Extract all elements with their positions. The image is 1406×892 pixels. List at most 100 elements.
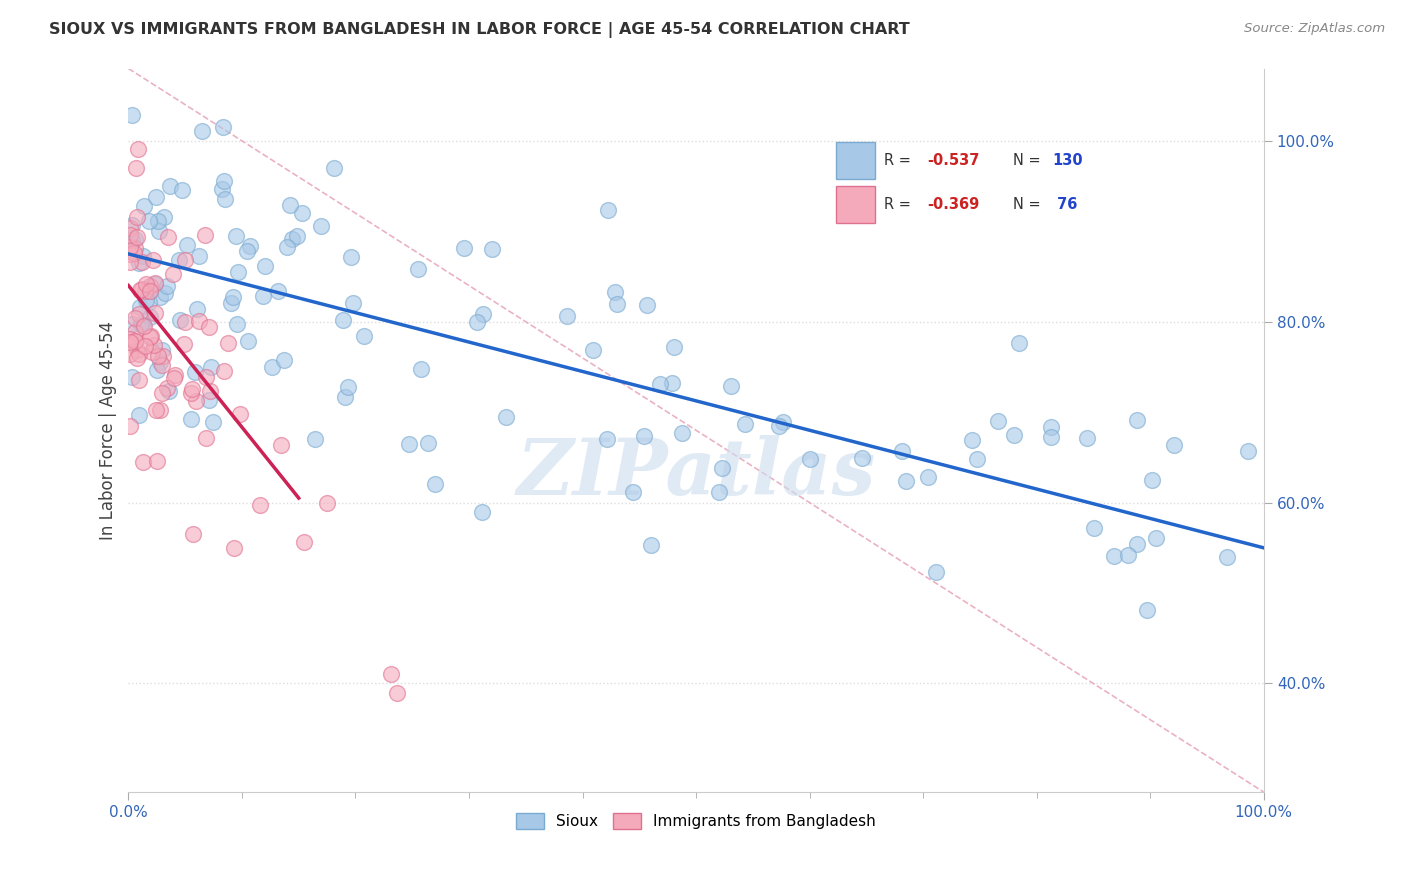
Point bbox=[194, 227, 217, 242]
Point bbox=[128, 373, 150, 387]
Point bbox=[465, 315, 488, 329]
Point bbox=[152, 210, 174, 224]
Point bbox=[165, 368, 187, 382]
Point bbox=[148, 224, 170, 238]
Point bbox=[149, 403, 172, 417]
Point bbox=[195, 431, 218, 445]
Point bbox=[285, 228, 308, 243]
Point bbox=[225, 229, 247, 244]
Point bbox=[143, 277, 166, 292]
Point bbox=[309, 219, 332, 233]
Point bbox=[316, 496, 339, 510]
Point bbox=[149, 355, 172, 369]
Point bbox=[211, 120, 233, 134]
Point bbox=[128, 307, 150, 321]
Point bbox=[186, 301, 208, 316]
Point bbox=[131, 254, 153, 268]
Point bbox=[149, 290, 172, 304]
Point bbox=[118, 240, 141, 254]
Point bbox=[159, 179, 181, 194]
Point bbox=[162, 267, 184, 281]
Point bbox=[1140, 473, 1163, 487]
Point bbox=[181, 526, 204, 541]
Point bbox=[197, 392, 219, 407]
Point bbox=[174, 253, 197, 268]
Point bbox=[1163, 438, 1185, 452]
Point bbox=[200, 359, 222, 374]
Point bbox=[191, 124, 214, 138]
Point bbox=[1083, 521, 1105, 535]
Point bbox=[276, 240, 298, 254]
Point bbox=[262, 359, 284, 374]
Point bbox=[129, 317, 152, 331]
Point bbox=[163, 371, 186, 385]
Point bbox=[380, 667, 402, 681]
Point bbox=[129, 300, 152, 314]
Point bbox=[342, 295, 364, 310]
Point bbox=[495, 410, 517, 425]
Point bbox=[219, 296, 242, 310]
Point bbox=[214, 192, 236, 206]
Point bbox=[138, 213, 160, 227]
Point bbox=[1136, 603, 1159, 617]
Point bbox=[253, 259, 276, 273]
Point bbox=[121, 369, 143, 384]
Point bbox=[896, 474, 918, 488]
Text: 76: 76 bbox=[1052, 197, 1077, 212]
Point bbox=[145, 454, 167, 468]
Point bbox=[121, 317, 143, 331]
Point bbox=[139, 329, 162, 343]
Point bbox=[121, 108, 143, 122]
Point bbox=[406, 262, 429, 277]
Point bbox=[661, 376, 683, 390]
Point bbox=[145, 403, 167, 417]
Point bbox=[966, 452, 988, 467]
Point bbox=[217, 336, 239, 351]
Point bbox=[124, 231, 146, 245]
Point bbox=[139, 279, 162, 293]
Point bbox=[141, 345, 163, 359]
Point bbox=[222, 290, 245, 304]
Point bbox=[222, 541, 245, 555]
Point bbox=[167, 252, 190, 267]
FancyBboxPatch shape bbox=[835, 186, 876, 223]
Point bbox=[621, 485, 644, 500]
Point bbox=[662, 340, 685, 354]
Point bbox=[184, 394, 207, 409]
Point bbox=[121, 219, 143, 233]
Point bbox=[159, 384, 181, 399]
Point bbox=[150, 386, 173, 401]
Point bbox=[188, 314, 211, 328]
Point bbox=[226, 318, 249, 332]
Point bbox=[125, 161, 148, 176]
Point bbox=[229, 407, 252, 421]
Point bbox=[605, 285, 627, 299]
Point bbox=[152, 349, 174, 363]
Point bbox=[332, 313, 354, 327]
Point bbox=[135, 293, 157, 308]
Point bbox=[118, 347, 141, 361]
Text: -0.369: -0.369 bbox=[927, 197, 980, 212]
Point bbox=[146, 363, 169, 377]
Point bbox=[156, 279, 179, 293]
Text: R =: R = bbox=[884, 153, 915, 168]
Point bbox=[292, 535, 315, 549]
Point bbox=[131, 283, 153, 297]
Point bbox=[340, 250, 363, 264]
Point bbox=[128, 283, 150, 297]
Point bbox=[120, 227, 142, 242]
Point bbox=[143, 338, 166, 352]
Point bbox=[278, 198, 301, 212]
Point bbox=[323, 161, 346, 175]
Point bbox=[198, 319, 221, 334]
Text: Source: ZipAtlas.com: Source: ZipAtlas.com bbox=[1244, 22, 1385, 36]
Point bbox=[134, 284, 156, 298]
Text: -0.537: -0.537 bbox=[927, 153, 980, 168]
Point bbox=[270, 438, 292, 452]
Text: ZIPatlas: ZIPatlas bbox=[516, 435, 876, 512]
Point bbox=[353, 329, 375, 343]
Point bbox=[1076, 431, 1098, 445]
Point bbox=[211, 182, 233, 196]
Point bbox=[132, 318, 155, 332]
Point bbox=[555, 309, 578, 323]
